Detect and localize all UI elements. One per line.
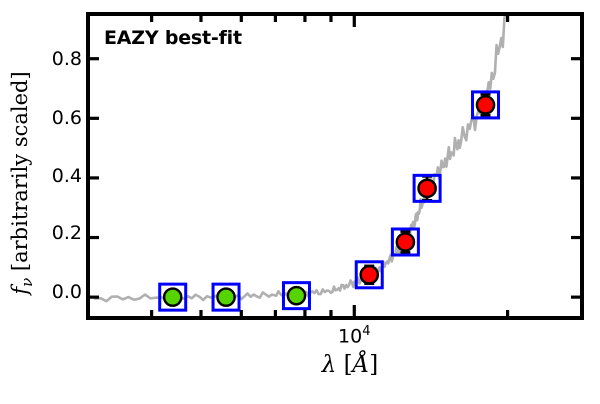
photometry-point xyxy=(354,260,384,290)
photometry-markers xyxy=(158,90,501,312)
ytick-label-3: 0.6 xyxy=(51,107,82,129)
y-axis-label-symbol: f xyxy=(7,286,32,295)
ytick-label-0: 0.0 xyxy=(51,281,82,303)
ytick-label-4: 0.8 xyxy=(51,48,82,70)
photometry-point xyxy=(471,90,501,120)
photometry-point xyxy=(390,227,420,257)
ytick-label-2: 0.4 xyxy=(51,165,82,187)
model-spectrum-line xyxy=(93,14,509,303)
xtick-label-1e4: 104 xyxy=(338,324,371,348)
x-axis-label-units: [Å] xyxy=(343,352,379,378)
axes-frame xyxy=(86,12,584,320)
photometry-point xyxy=(211,282,241,312)
y-axis-label-subscript: ν xyxy=(18,277,37,287)
eazy-best-fit-annotation: EAZY best-fit xyxy=(104,27,242,49)
ytick-label-1: 0.2 xyxy=(51,222,82,244)
photometry-point xyxy=(412,173,442,203)
x-axis-label-symbol: λ xyxy=(321,352,337,378)
y-axis-label: fν [arbitrarily scaled] xyxy=(5,23,39,343)
photometry-point xyxy=(281,281,311,311)
photometry-point xyxy=(158,282,188,312)
y-axis-label-rest: [arbitrarily scaled] xyxy=(7,71,32,278)
axis-ticks xyxy=(88,14,582,318)
x-axis-label: λ [Å] xyxy=(230,352,470,378)
